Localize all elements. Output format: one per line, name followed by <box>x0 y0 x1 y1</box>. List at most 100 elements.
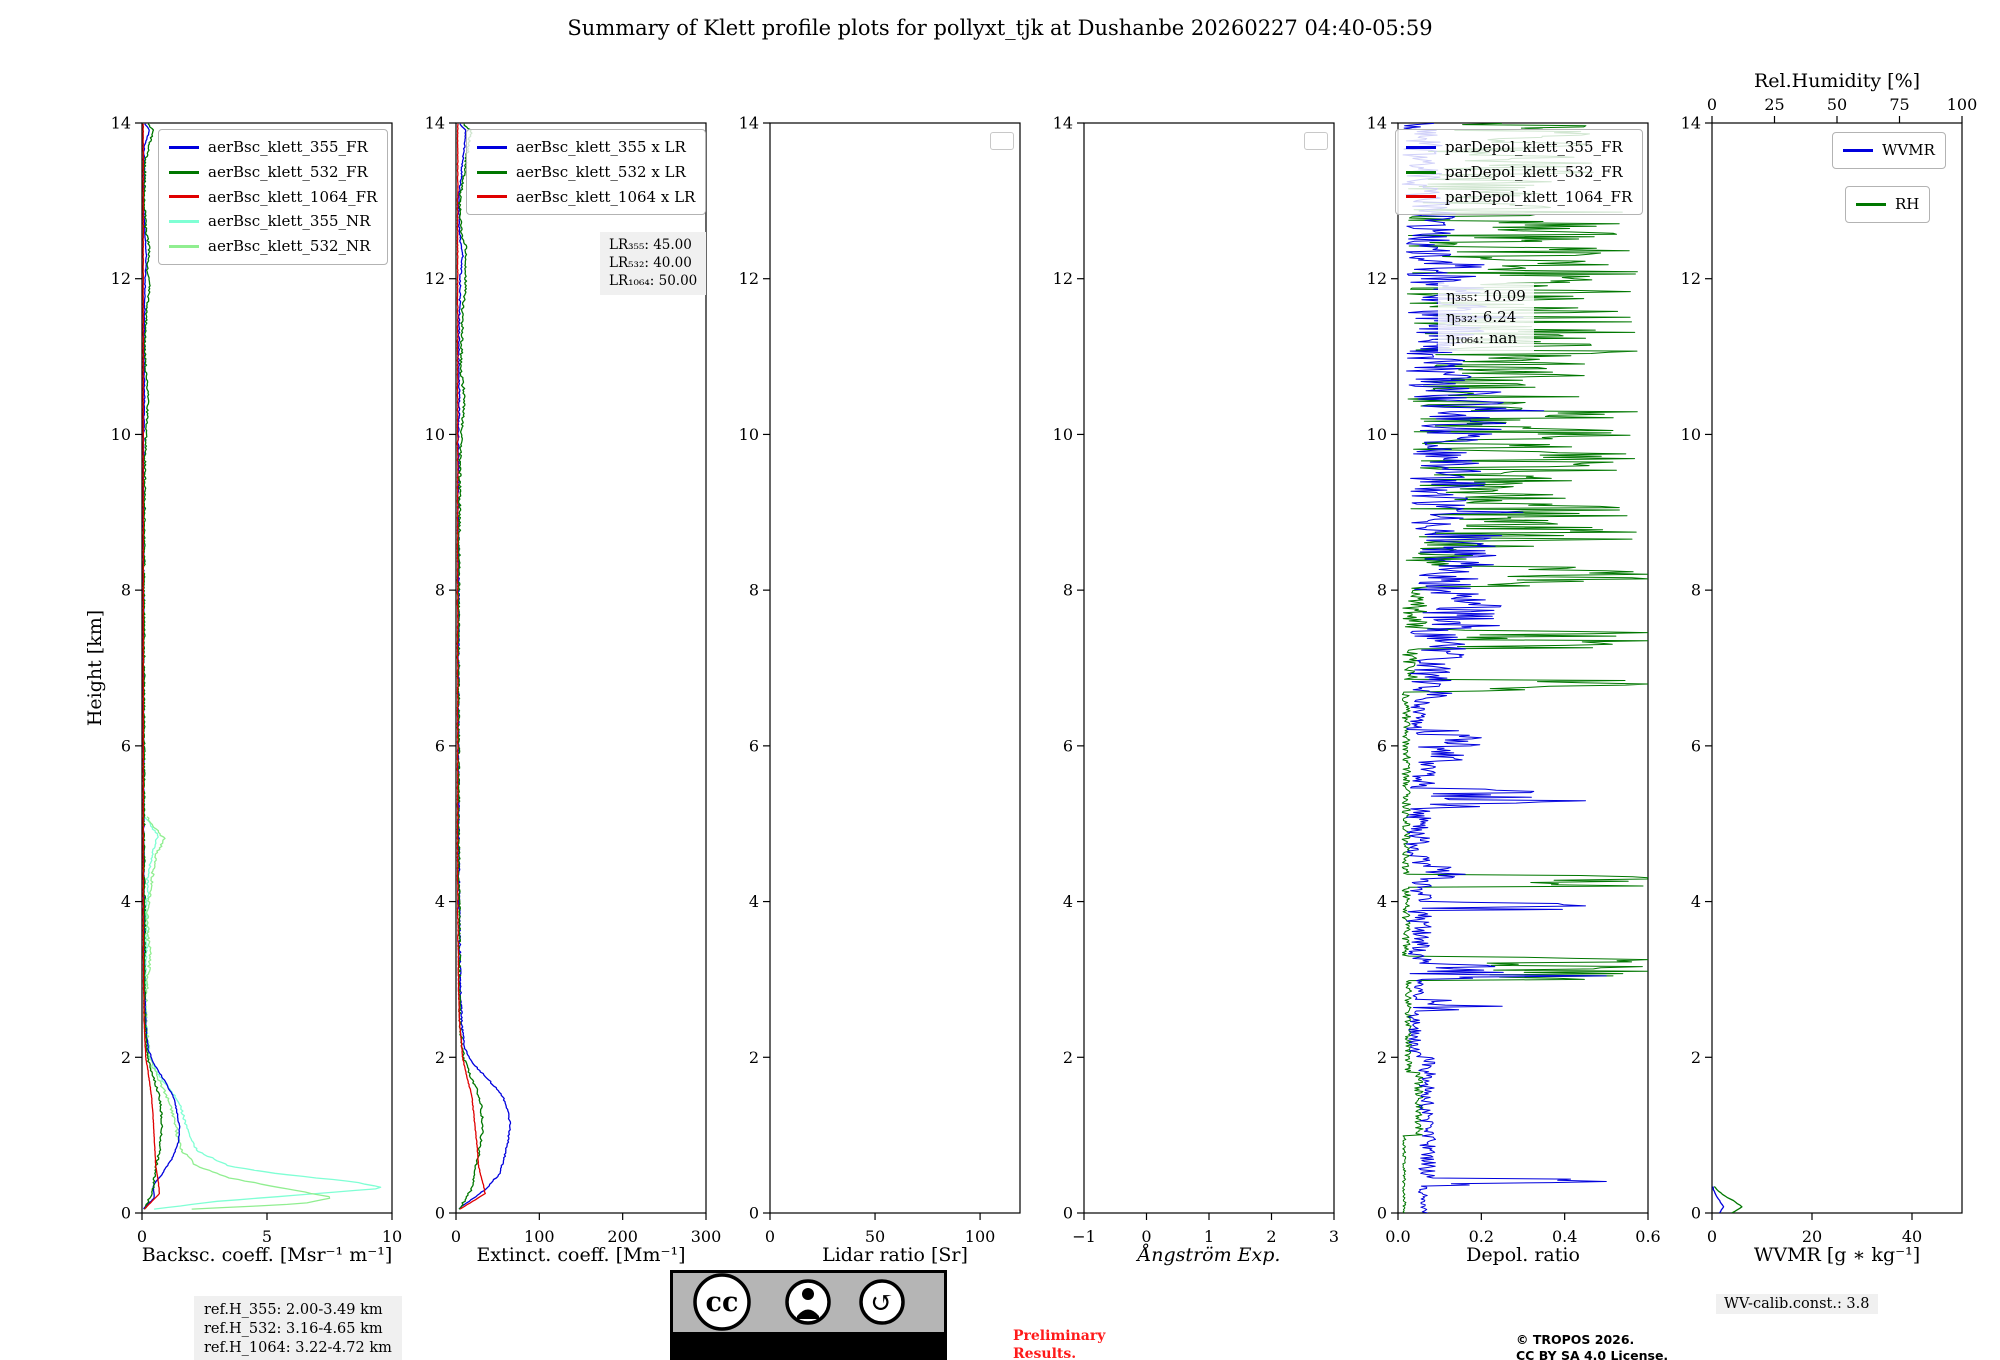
svg-text:cc: cc <box>706 1287 739 1318</box>
y-tick-label: 10 <box>1053 425 1073 444</box>
y-tick-label: 14 <box>425 114 445 133</box>
sa-arrow-icon <box>859 1279 905 1325</box>
legend-entry: parDepol_klett_355_FR <box>1406 135 1632 160</box>
legend-swatch <box>1406 145 1436 149</box>
x-tick-label: 1 <box>1204 1227 1214 1246</box>
wv-calib-box: WV-calib.const.: 3.8 <box>1716 1294 1878 1314</box>
y-tick-label: 6 <box>435 736 445 755</box>
y-tick-label: 6 <box>749 736 759 755</box>
y-tick-label: 6 <box>1377 736 1387 755</box>
lr-1064: LR₁₀₆₄: 50.00 <box>609 273 698 290</box>
legend-swatch <box>1406 195 1436 199</box>
x-label-angstroem: Ångström Exp. <box>1137 1244 1281 1266</box>
legend-label: aerBsc_klett_1064_FR <box>208 187 378 206</box>
y-tick-label: 6 <box>1063 736 1073 755</box>
y-tick-label: 12 <box>1681 269 1701 288</box>
y-tick-label: 14 <box>739 114 759 133</box>
x-label-rel-humidity: Rel.Humidity [%] <box>1753 70 1921 92</box>
y-tick-label: 0 <box>1691 1204 1701 1223</box>
y-tick-label: 6 <box>1691 736 1701 755</box>
series-RH <box>1713 1186 1743 1213</box>
legend-label: RH <box>1895 195 1920 213</box>
y-tick-label: 0 <box>749 1204 759 1223</box>
legend-label: parDepol_klett_532_FR <box>1445 162 1623 181</box>
x-tick-label: 0 <box>451 1227 461 1246</box>
legend-rh: RH <box>1845 186 1931 223</box>
legend-swatch <box>477 145 507 149</box>
legend-entry: RH <box>1856 192 1919 217</box>
legend-swatch <box>169 220 199 224</box>
legend-label: aerBsc_klett_355_NR <box>208 212 371 231</box>
y-tick-label: 14 <box>1681 114 1701 133</box>
legend-swatch <box>477 195 507 199</box>
x-tick-label: 5 <box>262 1227 272 1246</box>
y-tick-label: 2 <box>1063 1048 1073 1067</box>
x-tick-label: 10 <box>382 1227 402 1246</box>
x-label-lidar-ratio: Lidar ratio [Sr] <box>822 1244 968 1266</box>
x-top-tick-label: 75 <box>1889 95 1909 114</box>
legend-swatch <box>1856 202 1886 206</box>
y-tick-label: 0 <box>1063 1204 1073 1223</box>
x-tick-label: 3 <box>1329 1227 1339 1246</box>
ref-h-1064: ref.H_1064: 3.22-4.72 km <box>204 1339 392 1356</box>
reference-heights-box: ref.H_355: 2.00-3.49 km ref.H_532: 3.16-… <box>194 1296 402 1360</box>
x-label-extinction: Extinct. coeff. [Mm⁻¹] <box>476 1244 686 1266</box>
x-tick-label: 0.4 <box>1552 1227 1577 1246</box>
legend-entry: aerBsc_klett_532 x LR <box>477 160 695 185</box>
legend-swatch <box>169 195 199 199</box>
x-tick-label: 0 <box>1141 1227 1151 1246</box>
legend-swatch <box>1843 148 1873 152</box>
lr-355: LR₃₅₅: 45.00 <box>609 237 692 253</box>
x-top-tick-label: 100 <box>1947 95 1978 114</box>
legend-entry: aerBsc_klett_355 x LR <box>477 135 695 160</box>
y-tick-label: 4 <box>435 892 445 911</box>
legend-entry: aerBsc_klett_355_NR <box>169 209 377 234</box>
y-axis-label: Height [km] <box>84 609 106 727</box>
x-tick-label: −1 <box>1072 1227 1096 1246</box>
svg-text:↺: ↺ <box>870 1286 893 1319</box>
series-aerBsc_klett_355_NR <box>143 816 382 1210</box>
x-tick-label: 100 <box>965 1227 996 1246</box>
y-tick-label: 14 <box>1053 114 1073 133</box>
x-top-tick-label: 25 <box>1764 95 1784 114</box>
legend-label: aerBsc_klett_355_FR <box>208 138 368 156</box>
badge-by-label: BY <box>793 1336 825 1360</box>
y-tick-label: 12 <box>111 269 131 288</box>
copyright-note: © TROPOS 2026. CC BY SA 4.0 License. <box>1516 1332 1669 1360</box>
y-tick-label: 8 <box>1377 581 1387 600</box>
plot-border-angstroem-exp <box>1083 122 1335 1214</box>
y-tick-label: 12 <box>1367 269 1387 288</box>
lr-532: LR₅₃₂: 40.00 <box>609 255 692 272</box>
y-tick-label: 14 <box>111 114 131 133</box>
legend-entry: aerBsc_klett_532_NR <box>169 234 377 259</box>
eta-values-box: η₃₅₅: 10.09 η₅₃₂: 6.24 η₁₀₆₄: nan <box>1438 283 1534 352</box>
x-tick-label: 0.6 <box>1635 1227 1660 1246</box>
y-tick-label: 4 <box>749 892 759 911</box>
y-tick-label: 4 <box>1063 892 1073 911</box>
legend-swatch <box>1406 170 1436 174</box>
x-tick-label: 0 <box>765 1227 775 1246</box>
x-tick-label: 40 <box>1902 1227 1922 1246</box>
y-tick-label: 0 <box>121 1204 131 1223</box>
y-tick-label: 10 <box>1681 425 1701 444</box>
legend-swatch <box>169 145 199 149</box>
y-tick-label: 8 <box>435 581 445 600</box>
y-tick-label: 12 <box>739 269 759 288</box>
legend-entry: aerBsc_klett_532_FR <box>169 160 377 185</box>
cc-by-sa-badge: cc ↺ BY SA <box>670 1270 947 1360</box>
x-top-tick-label: 0 <box>1707 95 1717 114</box>
legend-entry: aerBsc_klett_1064 x LR <box>477 185 695 210</box>
y-tick-label: 10 <box>1367 425 1387 444</box>
preliminary-note: Preliminary Results. <box>1013 1328 1106 1360</box>
y-tick-label: 12 <box>1053 269 1073 288</box>
y-tick-label: 6 <box>121 736 131 755</box>
plot-border-lidar-ratio <box>769 122 1021 1214</box>
by-person-icon <box>785 1279 831 1325</box>
y-tick-label: 2 <box>435 1048 445 1067</box>
x-tick-label: 300 <box>691 1227 722 1246</box>
plot-border-depol-ratio <box>1397 122 1649 1214</box>
cc-badge-graphic: cc ↺ BY SA <box>670 1270 947 1360</box>
y-tick-label: 4 <box>1691 892 1701 911</box>
legend-entry: parDepol_klett_532_FR <box>1406 160 1632 185</box>
y-tick-label: 8 <box>121 581 131 600</box>
